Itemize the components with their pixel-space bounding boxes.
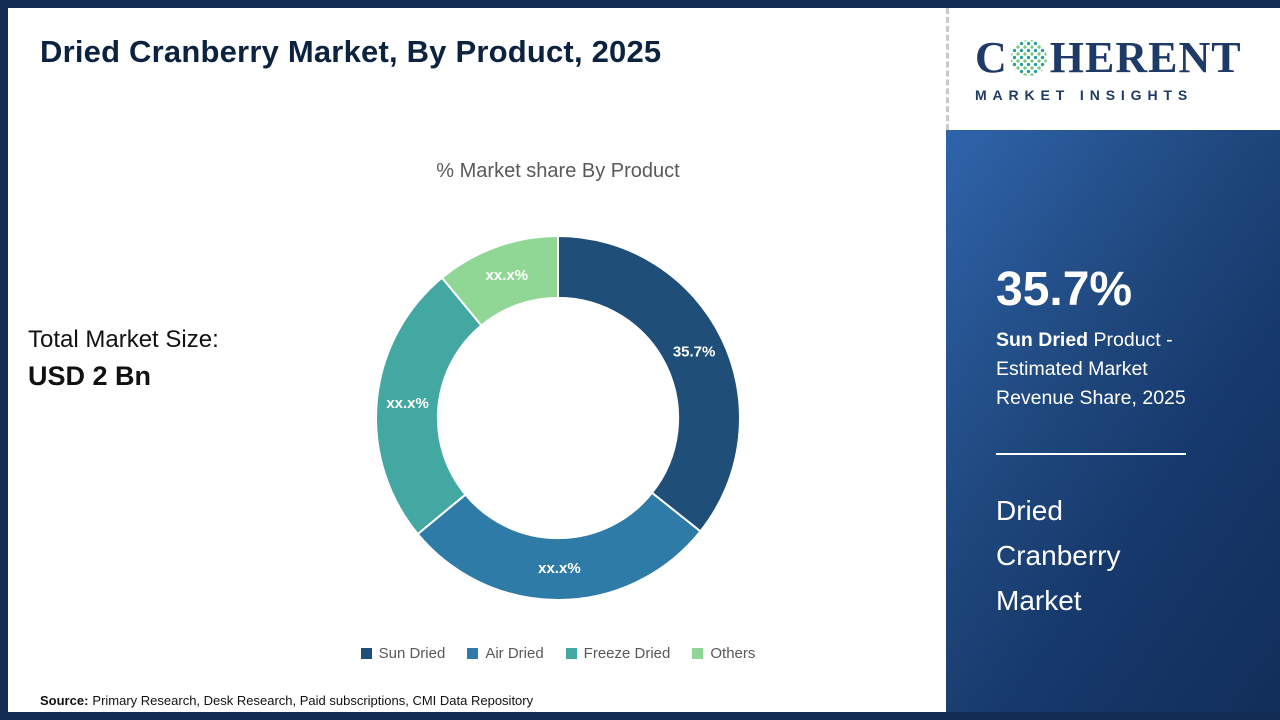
slice-value-label: xx.x% [486,267,529,284]
chart-title: % Market share By Product [436,160,680,182]
donut-slice-sun-dried [557,235,742,533]
page-title: Dried Cranberry Market, By Product, 2025 [40,34,662,69]
brand-letter-c: C [975,32,1008,82]
chart-legend: Sun Dried Air Dried Freeze Dried Others [288,645,828,662]
legend-label: Others [710,645,756,662]
brand-wordmark: C HERENT [975,32,1280,82]
total-market-size-label: Total Market Size: [28,326,219,353]
frame-left [0,0,8,720]
brand-letters-rest: HERENT [1049,32,1242,82]
legend-item-freeze-dried: Freeze Dried [565,645,671,662]
legend-swatch [360,648,372,659]
source-line: Source: Primary Research, Desk Research, … [40,693,533,708]
highlight-description-rest: Product - Estimated Market Revenue Share… [996,329,1186,409]
donut-slice-others [440,235,559,327]
legend-label: Freeze Dried [583,645,671,662]
source-text: Primary Research, Desk Research, Paid su… [92,693,534,708]
legend-swatch [692,648,704,659]
frame-bottom [0,712,1280,720]
slice-value-label: 35.7% [673,343,716,360]
legend-item-others: Others [692,645,755,662]
legend-swatch [565,648,577,659]
legend-label: Sun Dried [378,645,446,662]
donut-chart: 35.7% xx.x% xx.x% xx.x% [375,235,742,601]
donut-slice-freeze-dried [375,276,483,536]
legend-item-air-dried: Air Dried [467,645,544,662]
slice-value-label: xx.x% [538,560,581,577]
source-label: Source: [40,693,89,708]
brand-globe-icon [1010,39,1047,76]
frame-top [0,0,1280,8]
panel-market-title: Dried Cranberry Market [996,495,1121,616]
legend-swatch [467,648,479,659]
total-market-size-block: Total Market Size: USD 2 Bn [28,326,219,392]
donut-slice-air-dried [416,491,702,601]
brand-logo-box: C HERENT MARKET INSIGHTS [946,8,1280,130]
highlight-description: Sun Dried Product - Estimated Market Rev… [996,326,1216,413]
brand-tagline: MARKET INSIGHTS [975,86,1194,103]
slice-value-label: xx.x% [386,395,429,412]
panel-divider [996,453,1186,455]
legend-item-sun-dried: Sun Dried [360,645,446,662]
legend-label: Air Dried [485,645,544,662]
highlight-side-panel: 35.7% Sun Dried Product - Estimated Mark… [946,130,1280,712]
highlight-segment-name: Sun Dried [996,329,1089,351]
total-market-size-value: USD 2 Bn [28,361,152,391]
highlight-percentage: 35.7% [996,263,1133,316]
